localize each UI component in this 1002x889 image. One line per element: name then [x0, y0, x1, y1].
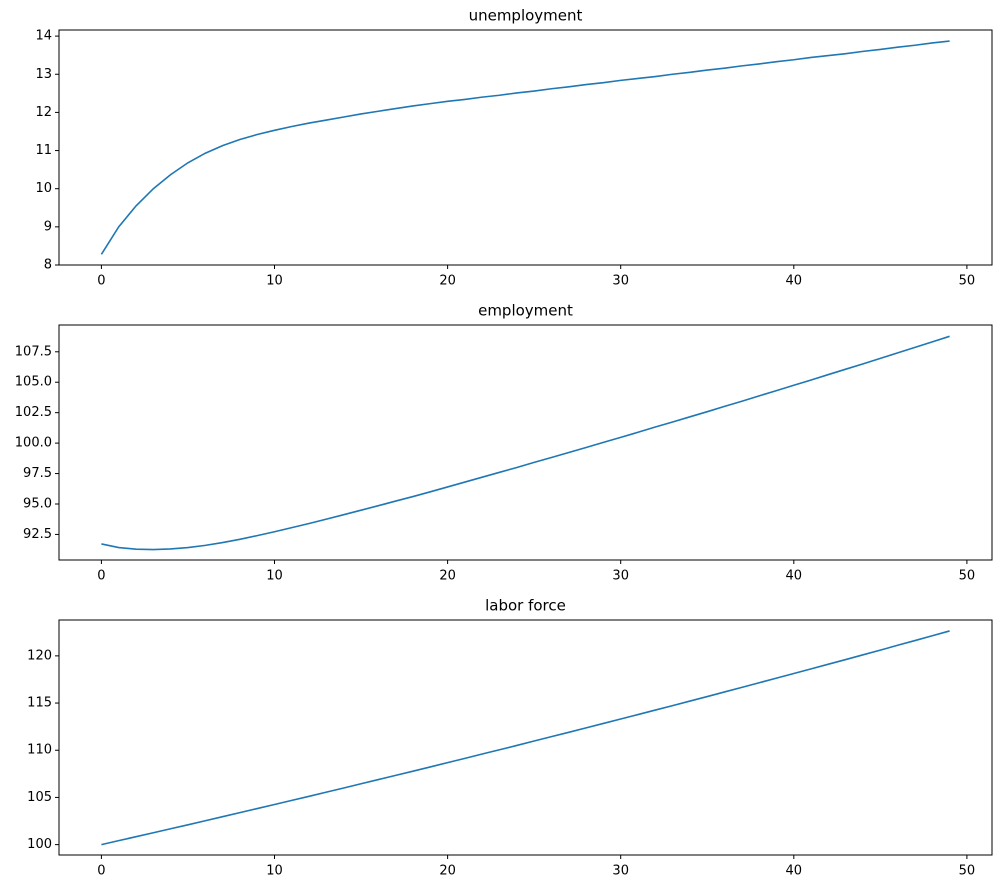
x-tick-label: 0	[97, 274, 105, 289]
y-tick-label: 105	[27, 790, 52, 805]
x-tick-label: 0	[97, 569, 105, 584]
line	[100, 40, 950, 255]
y-tick-label: 107.5	[15, 344, 52, 359]
y-tick-label: 120	[27, 648, 52, 663]
x-tick-label: 30	[612, 274, 629, 289]
subplot-title: labor force	[485, 597, 566, 615]
y-tick-label: 97.5	[23, 466, 52, 481]
x-tick-label: 10	[266, 864, 283, 879]
y-tick-label: 102.5	[15, 405, 52, 420]
x-tick-label: 10	[266, 569, 283, 584]
y-tick-label: 95.0	[23, 496, 52, 511]
y-tick-label: 92.5	[23, 527, 52, 542]
x-tick-label: 20	[439, 864, 456, 879]
y-tick-label: 13	[35, 67, 52, 82]
y-tick-label: 115	[27, 696, 52, 711]
x-tick-label: 10	[266, 274, 283, 289]
x-tick-label: 40	[786, 864, 803, 879]
subplot-title: unemployment	[469, 7, 583, 25]
y-tick-label: 9	[44, 219, 52, 234]
x-tick-label: 0	[97, 864, 105, 879]
y-tick-label: 105.0	[15, 375, 52, 390]
y-tick-label: 110	[27, 743, 52, 758]
x-tick-label: 30	[612, 569, 629, 584]
x-tick-label: 40	[786, 569, 803, 584]
y-tick-label: 10	[35, 181, 52, 196]
axes-frame	[58, 324, 993, 561]
line	[101, 630, 950, 846]
x-tick-label: 50	[959, 274, 976, 289]
line	[101, 335, 950, 551]
x-tick-label: 20	[439, 274, 456, 289]
subplot-title: employment	[478, 302, 573, 320]
y-tick-label: 100	[27, 837, 52, 852]
x-tick-label: 40	[786, 274, 803, 289]
y-tick-label: 11	[35, 143, 52, 158]
x-tick-label: 20	[439, 569, 456, 584]
y-tick-label: 8	[44, 258, 52, 273]
y-tick-label: 100.0	[15, 436, 52, 451]
y-tick-label: 12	[35, 105, 52, 120]
x-tick-label: 50	[959, 864, 976, 879]
x-tick-label: 50	[959, 569, 976, 584]
axes-frame	[58, 619, 993, 856]
x-tick-label: 30	[612, 864, 629, 879]
axes-frame	[58, 29, 993, 266]
y-tick-label: 14	[35, 29, 52, 44]
